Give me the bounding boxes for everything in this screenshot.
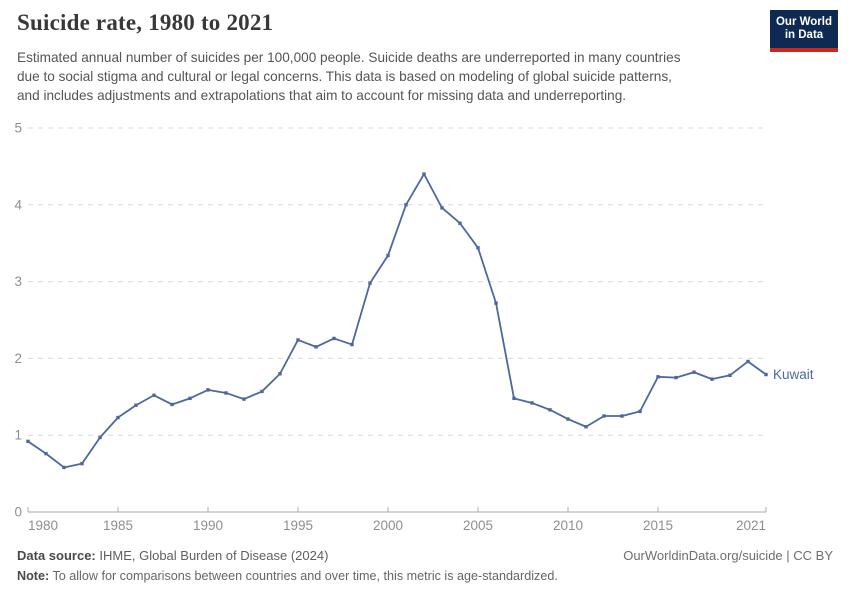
data-point xyxy=(332,336,336,341)
data-point xyxy=(584,425,588,429)
data-point xyxy=(170,402,174,407)
x-tick-label: 2015 xyxy=(643,518,673,533)
owid-logo-line1: Our World xyxy=(775,16,832,28)
data-point xyxy=(404,203,408,207)
owid-logo: Our World in Data xyxy=(770,10,838,52)
data-point xyxy=(458,221,462,225)
data-point xyxy=(242,397,246,401)
data-point xyxy=(206,388,210,392)
data-source: Data source: IHME, Global Burden of Dise… xyxy=(17,548,328,563)
owid-logo-line2: in Data xyxy=(784,29,824,41)
data-point xyxy=(116,415,120,420)
data-point xyxy=(548,408,552,412)
data-point xyxy=(566,417,570,421)
footnote-text: To allow for comparisons between countri… xyxy=(49,569,558,583)
data-point xyxy=(764,372,768,377)
data-point xyxy=(494,301,498,305)
data-point xyxy=(476,246,480,250)
data-point xyxy=(296,338,300,342)
data-point xyxy=(656,375,660,379)
data-point xyxy=(386,253,390,258)
y-tick-label: 5 xyxy=(14,121,22,136)
data-point xyxy=(152,393,156,397)
y-tick-label: 0 xyxy=(14,505,22,520)
data-point xyxy=(692,370,696,374)
data-point xyxy=(368,281,372,285)
data-point xyxy=(620,414,624,418)
data-point xyxy=(62,465,66,470)
data-point xyxy=(44,451,48,456)
data-point xyxy=(134,403,138,407)
data-point xyxy=(98,435,102,440)
x-tick-label: 2010 xyxy=(553,518,583,533)
data-point xyxy=(440,206,444,210)
x-tick-label: 2005 xyxy=(463,518,493,533)
data-point xyxy=(638,409,642,414)
data-point xyxy=(674,375,678,380)
subtitle-line: due to social stigma and cultural or leg… xyxy=(17,69,672,84)
data-point xyxy=(224,391,228,395)
data-point xyxy=(602,414,606,418)
data-point xyxy=(80,461,84,466)
data-source-text: IHME, Global Burden of Disease (2024) xyxy=(95,548,329,563)
y-tick-label: 4 xyxy=(14,197,22,212)
line-chart-canvas: 0 1 2 3 4 5 1980 1985 1990 1995 2000 2005 2010 2015 20… xyxy=(14,121,814,534)
data-line-kuwait xyxy=(27,173,767,469)
x-tick-label: 1990 xyxy=(193,518,223,533)
data-point xyxy=(746,359,750,364)
footnote: Note: To allow for comparisons between c… xyxy=(17,569,558,583)
y-tick-label: 1 xyxy=(14,428,22,443)
footnote-label: Note: xyxy=(17,569,50,583)
subtitle-line: Estimated annual number of suicides per … xyxy=(17,50,681,65)
data-point xyxy=(26,439,30,444)
data-point xyxy=(512,396,516,401)
x-tick-label: 1995 xyxy=(283,518,313,533)
data-source-label: Data source: xyxy=(17,548,96,563)
attribution: OurWorldinData.org/suicide | CC BY xyxy=(623,548,833,563)
x-tick-label: 2021 xyxy=(736,518,766,533)
data-point xyxy=(260,389,264,394)
page-title: Suicide rate, 1980 to 2021 xyxy=(17,10,274,35)
data-point xyxy=(278,372,282,376)
data-point xyxy=(188,396,192,401)
subtitle-line: and includes adjustments and extrapolati… xyxy=(17,88,627,103)
series-end-label: Kuwait xyxy=(773,367,814,382)
chart-footer: Data source: IHME, Global Burden of Dise… xyxy=(0,545,850,600)
data-point xyxy=(530,401,534,405)
y-tick-label: 2 xyxy=(14,351,22,366)
y-tick-label: 3 xyxy=(14,274,22,289)
x-tick-label: 2000 xyxy=(373,518,403,533)
data-point xyxy=(350,342,354,347)
data-point xyxy=(422,172,426,176)
chart-subtitle: Estimated annual number of suicides per … xyxy=(17,48,681,105)
x-tick-label: 1980 xyxy=(28,518,58,533)
data-point xyxy=(314,345,318,349)
data-point xyxy=(728,373,732,377)
data-point xyxy=(710,377,714,381)
x-tick-label: 1985 xyxy=(103,518,133,533)
